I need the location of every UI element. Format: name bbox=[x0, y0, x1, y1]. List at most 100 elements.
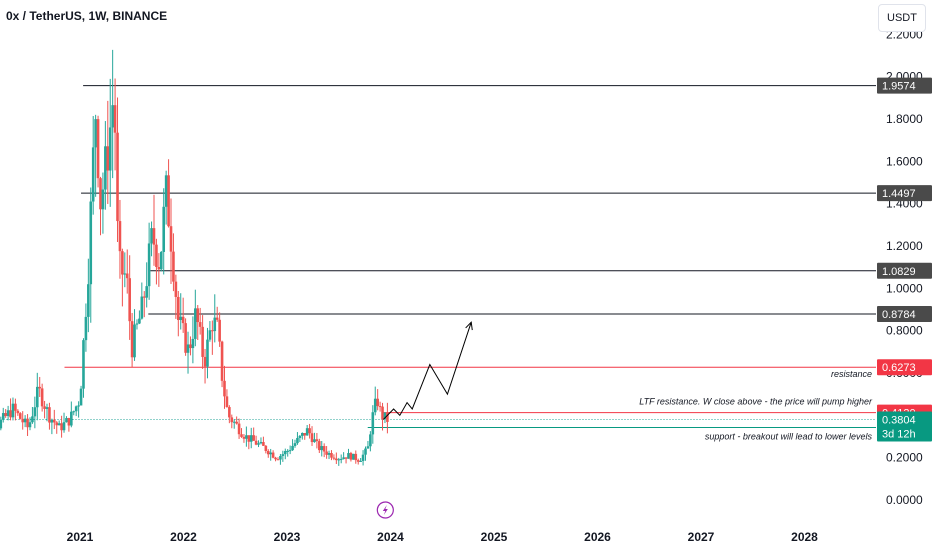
candle-body bbox=[106, 146, 110, 171]
candle-body bbox=[186, 344, 190, 353]
annotation-text: resistance bbox=[831, 369, 872, 379]
candle-body bbox=[347, 453, 350, 459]
candle-body bbox=[342, 457, 345, 459]
event-marker[interactable] bbox=[376, 501, 394, 519]
candle-body bbox=[240, 434, 243, 437]
candle-body bbox=[14, 403, 17, 411]
candle-body bbox=[179, 316, 183, 321]
candle-body bbox=[266, 450, 270, 455]
candle-body bbox=[48, 407, 51, 423]
x-tick-label: 2024 bbox=[377, 530, 404, 544]
candle-body bbox=[262, 442, 265, 446]
candle-body bbox=[371, 412, 375, 435]
candle-body bbox=[133, 324, 136, 358]
projection-layer bbox=[382, 321, 473, 420]
candle-body bbox=[201, 326, 204, 357]
candle-body bbox=[89, 201, 93, 285]
candle-body bbox=[213, 317, 217, 332]
x-axis: 2021 2022 2023 2024 2025 2026 2027 2028 bbox=[67, 530, 819, 544]
x-tick-label: 2026 bbox=[584, 530, 611, 544]
candle-body bbox=[104, 146, 107, 190]
candle-body bbox=[283, 451, 287, 455]
candle-body bbox=[60, 423, 63, 431]
candle-body bbox=[247, 435, 251, 442]
candle-body bbox=[152, 228, 156, 245]
candle-body bbox=[6, 410, 10, 417]
candle-body bbox=[196, 308, 200, 323]
level-lines bbox=[0, 85, 876, 428]
candle-body bbox=[276, 459, 280, 461]
candle-body bbox=[91, 147, 95, 202]
candle-body bbox=[288, 450, 292, 452]
candle-body bbox=[296, 437, 299, 444]
candle-body bbox=[361, 454, 365, 461]
price-badge-label: 0.8784 bbox=[882, 309, 916, 321]
price-badge bbox=[877, 359, 932, 376]
candle-body bbox=[33, 407, 37, 417]
candle-body bbox=[223, 380, 226, 397]
candle-body bbox=[208, 330, 212, 340]
candle-body bbox=[40, 388, 44, 407]
y-tick-label: 1.2000 bbox=[886, 239, 923, 253]
candle-body bbox=[198, 322, 202, 327]
candle-body bbox=[111, 105, 114, 128]
candle-body bbox=[230, 417, 234, 423]
candle-body bbox=[164, 175, 168, 207]
candle-body bbox=[169, 226, 173, 252]
candle-body bbox=[74, 406, 78, 412]
candle-body bbox=[300, 433, 304, 436]
candle-body bbox=[232, 421, 236, 423]
candle-body bbox=[220, 341, 224, 381]
candle-body bbox=[254, 440, 258, 445]
annotations-layer: resistance LTF resistance. W close above … bbox=[639, 369, 873, 441]
x-tick-label: 2025 bbox=[481, 530, 508, 544]
candle-body bbox=[308, 428, 311, 434]
candle-body bbox=[16, 410, 20, 414]
lightning-bolt-shape bbox=[382, 505, 388, 515]
candle-body bbox=[142, 296, 146, 298]
candle-body bbox=[291, 445, 294, 451]
candle-body bbox=[339, 458, 343, 460]
candle-body bbox=[9, 410, 12, 418]
candle-body bbox=[140, 296, 144, 319]
candle-body bbox=[320, 446, 324, 451]
candle-body bbox=[113, 105, 117, 133]
candle-body bbox=[84, 316, 88, 341]
price-badge-label: 1.9574 bbox=[882, 81, 916, 93]
candle-body bbox=[318, 441, 321, 451]
candle-body bbox=[177, 296, 180, 321]
candle-body bbox=[386, 412, 389, 422]
candle-body bbox=[325, 451, 328, 455]
candle-body bbox=[118, 221, 122, 252]
y-tick-label: 1.6000 bbox=[886, 154, 923, 168]
currency-button[interactable]: USDT bbox=[878, 4, 926, 32]
candle-body bbox=[174, 281, 178, 297]
candle-body bbox=[130, 321, 134, 358]
candle-body bbox=[50, 419, 54, 423]
candle-body bbox=[235, 421, 238, 424]
candle-body bbox=[383, 412, 387, 420]
candle-body bbox=[366, 446, 370, 449]
x-tick-label: 2028 bbox=[791, 530, 818, 544]
candle-body bbox=[359, 460, 362, 462]
candle-body bbox=[356, 460, 360, 462]
candle-body bbox=[28, 422, 32, 428]
y-tick-label: 1.8000 bbox=[886, 112, 923, 126]
candle-body bbox=[53, 419, 56, 423]
price-badge bbox=[877, 306, 932, 323]
x-tick-label: 2023 bbox=[274, 530, 301, 544]
candle-body bbox=[26, 418, 29, 428]
candle-body bbox=[245, 435, 248, 439]
annotation-text: support - breakout will lead to lower le… bbox=[705, 431, 873, 441]
candles-layer bbox=[0, 49, 389, 466]
candle-body bbox=[332, 457, 336, 459]
candle-body bbox=[257, 443, 260, 445]
x-tick-label: 2021 bbox=[67, 530, 94, 544]
candle-body bbox=[65, 418, 68, 423]
candle-body bbox=[116, 132, 119, 222]
candle-body bbox=[150, 228, 153, 244]
candle-body bbox=[57, 423, 61, 426]
candle-body bbox=[70, 411, 73, 426]
candle-body bbox=[21, 418, 24, 423]
